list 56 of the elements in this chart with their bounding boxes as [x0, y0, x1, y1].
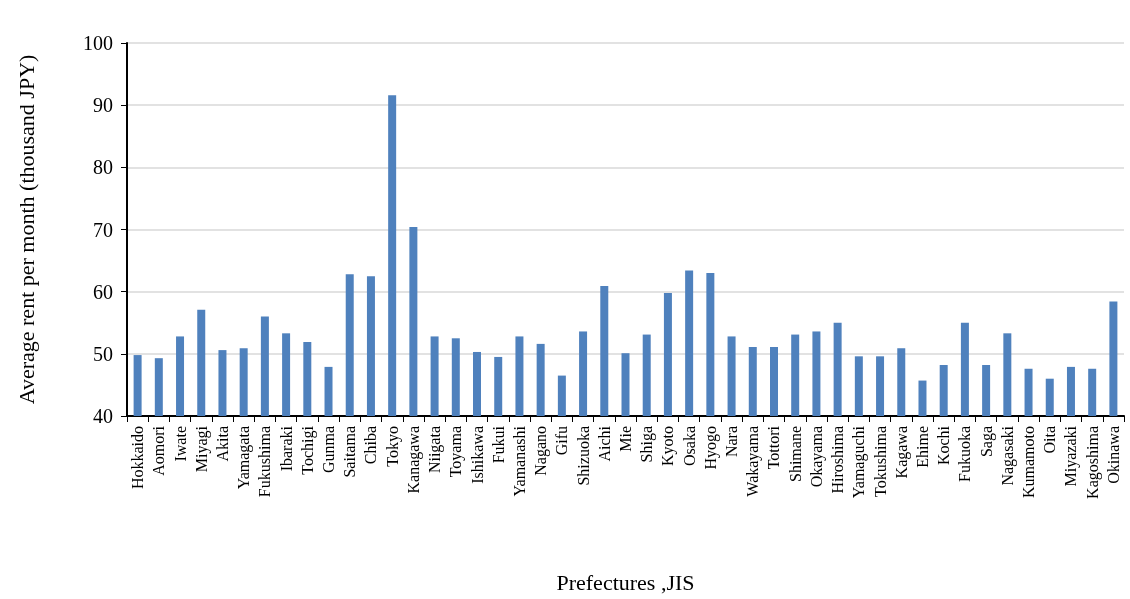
x-tick-label: Saitama [341, 426, 359, 478]
x-tick-label: Kochi [935, 425, 953, 466]
x-tick-label: Mie [617, 426, 634, 452]
x-tick-label: Okinawa [1104, 426, 1122, 484]
x-tick-label: Tokushima [871, 426, 889, 497]
x-tick-label: Miyagi [192, 425, 211, 473]
x-tick-label: Aomori [150, 425, 168, 476]
x-tick-label: Fukuoka [956, 426, 974, 482]
y-tick-label: 90 [93, 94, 113, 117]
x-tick-label: Miyazaki [1062, 425, 1081, 487]
x-tick-label: Gifu [553, 426, 571, 456]
y-axis-title: Average rent per month (thousand JPY) [13, 54, 39, 405]
y-tick-label: 50 [93, 342, 113, 365]
x-tick-label: Yamanashi [510, 425, 528, 497]
x-tick-label: Nagano [532, 426, 551, 476]
y-tick-label: 80 [93, 156, 113, 179]
x-tick-label: Ibaraki [277, 425, 295, 472]
x-tick-label: Nagasaki [998, 425, 1017, 486]
x-tick-label: Tokyo [383, 426, 402, 467]
x-tick-label: Wakayama [744, 426, 763, 497]
x-tick-label: Hokkaido [129, 426, 147, 490]
x-tick-label: Kanagawa [404, 426, 423, 494]
x-tick-label: Fukui [489, 425, 507, 464]
x-tick-label: Gunma [320, 426, 338, 474]
x-tick-label: Kagawa [892, 426, 911, 479]
x-tick-label: Niigata [426, 426, 445, 474]
x-tick-label: Tottori [765, 425, 783, 470]
x-tick-label: Hyogo [701, 426, 720, 470]
x-tick-label: Yamagata [235, 426, 254, 490]
x-tick-label: Fukushima [256, 426, 274, 498]
x-tick-label: Shiga [638, 426, 657, 463]
x-tick-label: Kyoto [659, 426, 678, 466]
x-tick-label: Okayama [807, 426, 826, 488]
y-tick-label: 100 [83, 32, 113, 54]
x-tick-label: Nara [723, 426, 741, 458]
x-tick-label: Oita [1041, 426, 1059, 454]
x-tick-label: Osaka [680, 426, 698, 466]
x-tick-label: Ehime [913, 426, 931, 468]
x-axis-title: Prefectures ,JIS [556, 569, 695, 595]
x-tick-label: Tochigi [298, 425, 317, 475]
x-tick-label: Aichi [595, 425, 613, 462]
x-tick-label: Hiroshima [829, 426, 847, 494]
x-tick-label: Iwate [171, 426, 189, 462]
x-tick-label: Akita [213, 426, 231, 462]
x-tick-label: Yamaguchi [850, 425, 869, 499]
y-tick-label: 40 [93, 405, 113, 427]
x-tick-label: Ishikawa [468, 426, 486, 484]
x-tick-label: Shimane [786, 426, 804, 482]
x-tick-label: Shizuoka [574, 426, 592, 486]
y-tick-label: 60 [93, 280, 113, 303]
y-tick-label: 70 [93, 218, 113, 241]
x-tick-label: Kagoshima [1083, 426, 1102, 499]
x-tick-label: Chiba [362, 426, 380, 465]
x-tick-label: Toyama [447, 426, 466, 478]
x-tick-label: Saga [977, 426, 996, 458]
x-tick-label: Kumamoto [1020, 426, 1038, 498]
